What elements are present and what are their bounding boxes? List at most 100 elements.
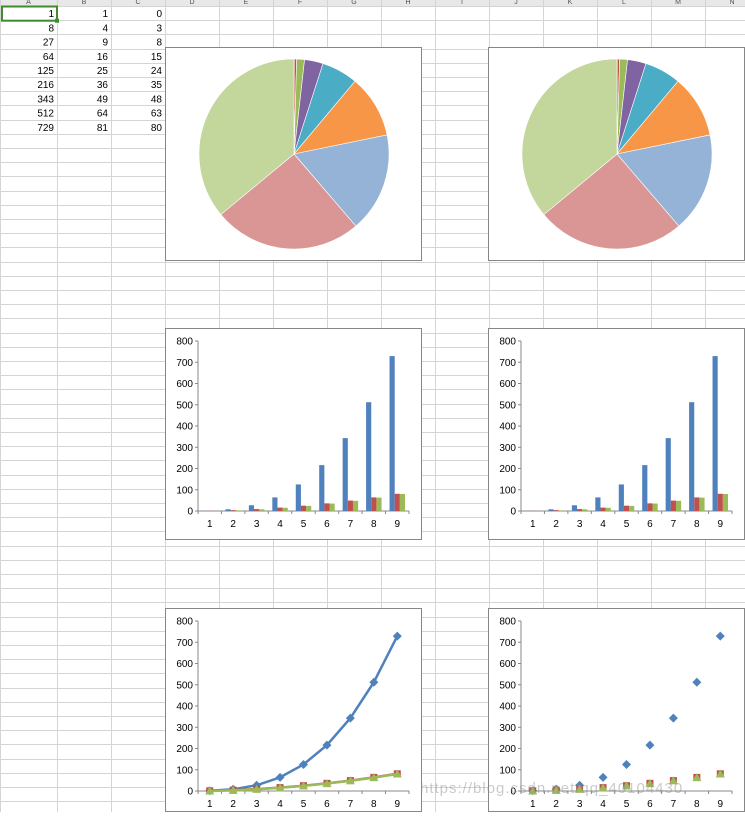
x-tick-label: 3 bbox=[254, 519, 260, 530]
bar-s2-c3[interactable] bbox=[254, 509, 259, 511]
x-tick-label: 8 bbox=[371, 799, 377, 810]
y-tick-label: 400 bbox=[499, 702, 516, 713]
bar-s1-c9[interactable] bbox=[390, 356, 395, 511]
bar-s3-c3[interactable] bbox=[582, 509, 587, 511]
bar-s2-c9[interactable] bbox=[395, 494, 400, 511]
bar-s1-c9[interactable] bbox=[713, 356, 718, 511]
bar-s2-c5[interactable] bbox=[301, 506, 306, 511]
bar-s3-c2[interactable] bbox=[559, 510, 564, 511]
y-tick-label: 500 bbox=[499, 680, 516, 691]
y-tick-label: 200 bbox=[499, 744, 516, 755]
y-tick-label: 300 bbox=[176, 443, 193, 454]
bar-s1-c5[interactable] bbox=[619, 484, 624, 511]
point-s1-7[interactable] bbox=[669, 714, 678, 723]
x-tick-label: 7 bbox=[671, 519, 677, 530]
y-tick-label: 400 bbox=[499, 422, 516, 433]
x-tick-label: 5 bbox=[301, 799, 307, 810]
bar-s2-c6[interactable] bbox=[324, 503, 329, 511]
x-tick-label: 1 bbox=[530, 519, 536, 530]
bar-s2-c7[interactable] bbox=[348, 501, 353, 511]
bar-s1-c4[interactable] bbox=[595, 497, 600, 511]
point-s1-9[interactable] bbox=[393, 632, 402, 641]
pie-chart-right[interactable] bbox=[488, 47, 745, 261]
bar-s3-c6[interactable] bbox=[653, 504, 658, 511]
point-s1-6[interactable] bbox=[645, 741, 654, 750]
pie-svg bbox=[489, 48, 744, 260]
y-tick-label: 200 bbox=[176, 464, 193, 475]
bar-s2-c6[interactable] bbox=[647, 503, 652, 511]
y-tick-label: 700 bbox=[499, 638, 516, 649]
bar-s2-c8[interactable] bbox=[694, 497, 699, 511]
x-tick-label: 7 bbox=[348, 519, 354, 530]
y-tick-label: 500 bbox=[176, 400, 193, 411]
bar-s3-c4[interactable] bbox=[283, 508, 288, 511]
bar-s1-c8[interactable] bbox=[366, 402, 371, 511]
bar-s3-c8[interactable] bbox=[376, 498, 381, 511]
bar-s3-c4[interactable] bbox=[606, 508, 611, 511]
bar-s1-c3[interactable] bbox=[249, 505, 254, 511]
bar-s3-c8[interactable] bbox=[699, 498, 704, 511]
y-tick-label: 700 bbox=[176, 638, 193, 649]
x-tick-label: 6 bbox=[647, 799, 653, 810]
bar-s3-c7[interactable] bbox=[353, 501, 358, 511]
x-tick-label: 4 bbox=[600, 799, 606, 810]
y-tick-label: 700 bbox=[176, 358, 193, 369]
y-tick-label: 600 bbox=[499, 659, 516, 670]
y-tick-label: 200 bbox=[499, 464, 516, 475]
bar-s1-c4[interactable] bbox=[272, 497, 277, 511]
bar-s1-c3[interactable] bbox=[572, 505, 577, 511]
x-tick-label: 6 bbox=[324, 519, 330, 530]
x-tick-label: 5 bbox=[624, 519, 630, 530]
bar-s3-c7[interactable] bbox=[676, 501, 681, 511]
bar-s1-c6[interactable] bbox=[642, 465, 647, 511]
bar-s3-c9[interactable] bbox=[723, 494, 728, 511]
bar-s3-c5[interactable] bbox=[306, 506, 311, 511]
bar-s2-c4[interactable] bbox=[277, 508, 282, 511]
bar-s3-c9[interactable] bbox=[400, 494, 405, 511]
bar-s2-c7[interactable] bbox=[671, 501, 676, 511]
bar-s2-c4[interactable] bbox=[600, 508, 605, 511]
y-tick-label: 500 bbox=[176, 680, 193, 691]
bar-s1-c5[interactable] bbox=[296, 484, 301, 511]
bar-s2-c9[interactable] bbox=[718, 494, 723, 511]
bar-s2-c3[interactable] bbox=[577, 509, 582, 511]
point-s1-9[interactable] bbox=[716, 632, 725, 641]
bar-s3-c2[interactable] bbox=[236, 510, 241, 511]
y-tick-label: 0 bbox=[187, 787, 193, 798]
y-tick-label: 100 bbox=[499, 485, 516, 496]
bar-s2-c2[interactable] bbox=[554, 510, 559, 511]
y-tick-label: 100 bbox=[499, 765, 516, 776]
bar-s1-c2[interactable] bbox=[225, 509, 230, 511]
bar-s3-c5[interactable] bbox=[629, 506, 634, 511]
bar-s2-c8[interactable] bbox=[371, 497, 376, 511]
bar-s1-c8[interactable] bbox=[689, 402, 694, 511]
pie-svg bbox=[166, 48, 421, 260]
bar-s2-c5[interactable] bbox=[624, 506, 629, 511]
y-tick-label: 800 bbox=[499, 337, 516, 348]
x-tick-label: 1 bbox=[530, 799, 536, 810]
x-tick-label: 4 bbox=[600, 519, 606, 530]
bar-s3-c3[interactable] bbox=[259, 509, 264, 511]
x-tick-label: 4 bbox=[277, 799, 283, 810]
x-tick-label: 6 bbox=[647, 519, 653, 530]
pie-chart-left[interactable] bbox=[165, 47, 422, 261]
bar-s1-c6[interactable] bbox=[319, 465, 324, 511]
point-s1-5[interactable] bbox=[622, 760, 631, 769]
x-tick-label: 7 bbox=[348, 799, 354, 810]
bar-s1-c7[interactable] bbox=[666, 438, 671, 511]
bar-s1-c2[interactable] bbox=[548, 509, 553, 511]
y-tick-label: 800 bbox=[499, 617, 516, 628]
x-tick-label: 9 bbox=[717, 799, 723, 810]
bar-s3-c6[interactable] bbox=[330, 504, 335, 511]
bar-s2-c2[interactable] bbox=[231, 510, 236, 511]
x-tick-label: 9 bbox=[394, 799, 400, 810]
x-tick-label: 8 bbox=[371, 519, 377, 530]
bar-s1-c7[interactable] bbox=[343, 438, 348, 511]
y-tick-label: 0 bbox=[510, 507, 516, 518]
point-s1-8[interactable] bbox=[692, 678, 701, 687]
